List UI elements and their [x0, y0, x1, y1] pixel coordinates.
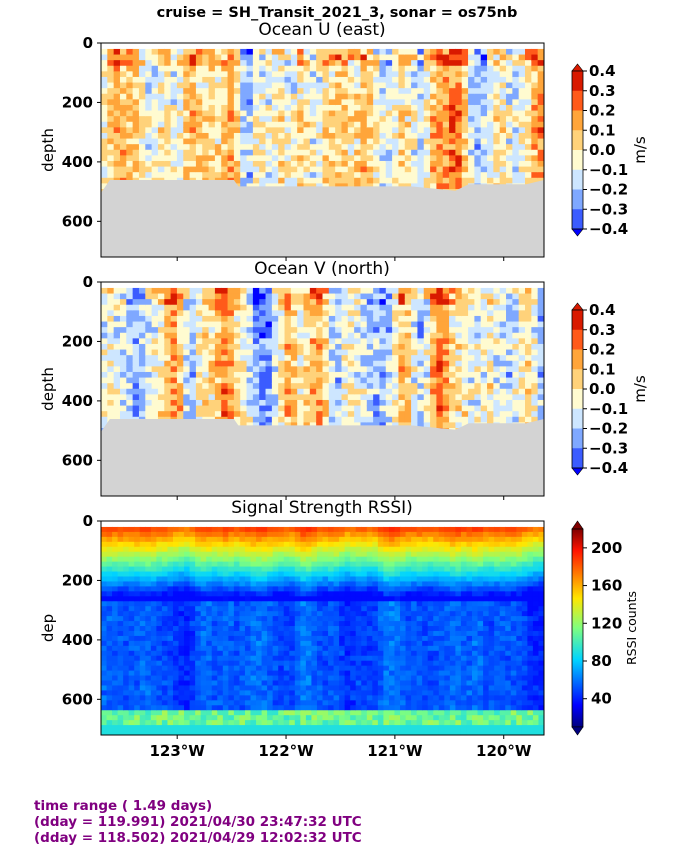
panel-title-v: Ocean V (north)	[254, 259, 390, 279]
yticks-u: 0 200 400 600	[62, 34, 101, 230]
colorbar-tick-label: −0.2	[589, 420, 628, 438]
colorbar-tick-label: 40	[591, 690, 612, 708]
colorbar-gradient	[571, 528, 584, 728]
ylabel-u: depth	[39, 128, 57, 172]
ytick-label: 600	[62, 212, 93, 230]
colorbar-min-arrow	[571, 228, 584, 237]
colorbar-bin	[572, 169, 583, 190]
ytick-label: 200	[62, 93, 93, 111]
colorbar-tick-label: 0.1	[589, 121, 616, 139]
seafloor-mask-v	[101, 419, 544, 496]
colorbar-bin	[572, 408, 583, 429]
panel-title-rssi: Signal Strength RSSI)	[231, 498, 413, 518]
colorbar-tick-label: 0.3	[589, 82, 616, 100]
colorbar-bin	[572, 310, 583, 331]
colorbar-tick-label: 0.0	[589, 141, 616, 159]
colorbar-tick-label: 200	[591, 539, 622, 557]
colorbar-tick-label: 0.0	[589, 380, 616, 398]
axes-frame-v	[100, 281, 545, 497]
colorbar-bin	[572, 90, 583, 111]
colorbar-bin	[572, 189, 583, 210]
colorbar-tick-label: 0.2	[589, 341, 616, 359]
colorbar-v: 0.4 0.3 0.20.1 0.0 −0.1 −0.2−0.3 −0.4	[571, 301, 628, 477]
colorbar-bin	[572, 428, 583, 449]
colorbar-bin	[572, 130, 583, 151]
ytick-label: 400	[62, 153, 93, 171]
colorbar-bin	[572, 369, 583, 390]
ytick-label: 0	[83, 512, 93, 530]
colorbar-tick-label: −0.1	[589, 400, 628, 418]
colorbar-tick-label: −0.2	[589, 181, 628, 199]
colorbar-bin	[572, 209, 583, 230]
axes-frame-u	[100, 42, 545, 258]
colorbar-tick-label: 0.2	[589, 102, 616, 120]
time-range-footer: time range ( 1.49 days) (dday = 119.991)…	[34, 798, 362, 846]
colorbar-tick-label: 80	[591, 652, 612, 670]
ytick-label: 200	[62, 332, 93, 350]
xtick-label: 121°W	[367, 742, 423, 760]
colorbar-max-arrow	[571, 302, 584, 311]
colorbar-tick-label: 0.1	[589, 360, 616, 378]
xtick-label: 123°W	[150, 742, 206, 760]
xticks-v	[176, 496, 505, 500]
footer-line-3: (dday = 118.502) 2021/04/29 12:02:32 UTC	[34, 830, 362, 846]
colorbar-tick-label: 0.4	[589, 301, 616, 319]
colorbar-tick-label: −0.4	[589, 459, 628, 477]
colorbar-min-arrow	[571, 726, 584, 736]
panel-title-u: Ocean U (east)	[258, 20, 385, 40]
colorbar-max-arrow	[571, 63, 584, 72]
yticks-v: 0 200 400 600	[62, 273, 101, 469]
ytick-label: 600	[62, 690, 93, 708]
colorbar-rssi: 200 160 120 80 40	[571, 520, 622, 736]
colorbar-bin	[572, 71, 583, 92]
colorbar-tick-label: −0.3	[589, 200, 628, 218]
colorbar-bin	[572, 150, 583, 171]
ytick-label: 400	[62, 392, 93, 410]
colorbar-tick-label: 160	[591, 577, 622, 595]
ytick-label: 0	[83, 273, 93, 291]
xticks-rssi: 123°W 122°W 121°W 120°W	[150, 735, 532, 760]
xtick-label: 122°W	[258, 742, 314, 760]
yticks-rssi: 0 200 400 600	[62, 512, 101, 708]
seafloor-mask-u	[101, 180, 544, 257]
panel-rssi: Signal Strength RSSI) dep 0 200 400 600 123…	[39, 498, 639, 760]
colorbar-label-u: m/s	[631, 136, 649, 164]
colorbar-tick-label: 0.4	[589, 62, 616, 80]
colorbar-min-arrow	[571, 467, 584, 476]
xticks-u	[176, 257, 505, 261]
colorbar-bin	[572, 389, 583, 410]
colorbar-bin	[572, 329, 583, 350]
colorbar-tick-label: 120	[591, 614, 622, 632]
colorbar-label-rssi: RSSI counts	[624, 591, 639, 665]
ytick-label: 400	[62, 631, 93, 649]
ytick-label: 0	[83, 34, 93, 52]
rssi-field	[101, 521, 544, 735]
ylabel-v: depth	[39, 367, 57, 411]
axes-frame-rssi	[100, 520, 545, 736]
colorbar-u: 0.4 0.3 0.20.1 0.0 −0.1 −0.2−0.3 −0.4	[571, 62, 628, 238]
colorbar-tick-label: −0.4	[589, 220, 628, 238]
colorbar-tick-label: −0.3	[589, 439, 628, 457]
footer-line-2: (dday = 119.991) 2021/04/30 23:47:32 UTC	[34, 814, 362, 830]
ylabel-rssi: dep	[39, 614, 57, 642]
footer-line-1: time range ( 1.49 days)	[34, 798, 213, 814]
colorbar-tick-label: −0.1	[589, 161, 628, 179]
colorbar-label-v: m/s	[631, 375, 649, 403]
xtick-label: 120°W	[476, 742, 532, 760]
figure-title: cruise = SH_Transit_2021_3, sonar = os75…	[157, 5, 518, 21]
ytick-label: 200	[62, 571, 93, 589]
colorbar-max-arrow	[571, 520, 584, 530]
colorbar-tick-label: 0.3	[589, 321, 616, 339]
colorbar-bin	[572, 349, 583, 370]
colorbar-bin	[572, 448, 583, 469]
colorbar-bin	[572, 110, 583, 131]
ytick-label: 600	[62, 451, 93, 469]
